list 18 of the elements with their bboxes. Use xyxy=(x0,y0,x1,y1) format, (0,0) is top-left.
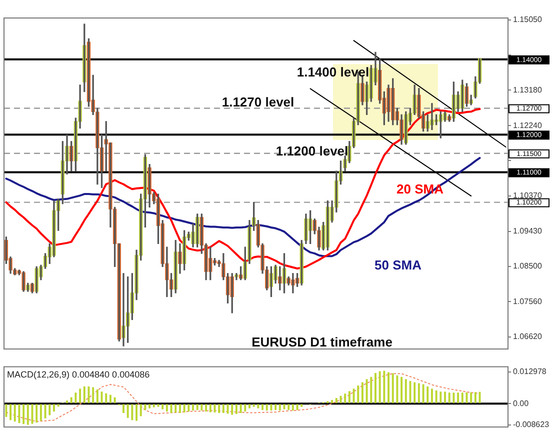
series-label: 50 SMA xyxy=(374,258,422,273)
line-series xyxy=(6,373,480,422)
y-tick-label: 1.13180 xyxy=(513,85,542,94)
y-tick-label: 1.10370 xyxy=(513,191,542,200)
y-tick-label: 1.12240 xyxy=(513,120,542,130)
y-tick-label: 1.07560 xyxy=(513,296,542,306)
y-tick-label: 0.00 xyxy=(513,398,530,408)
y-tick-label: -0.008623 xyxy=(513,420,550,430)
annotation: 1.1270 level xyxy=(222,94,294,110)
annotation: 1.1200 level xyxy=(276,144,348,159)
annotation: EURUSD D1 timeframe xyxy=(252,334,392,350)
y-tick-label: 1.08500 xyxy=(513,261,542,270)
y-tick-label: 1.15050 xyxy=(513,15,542,24)
y-tick-label: 1.06620 xyxy=(513,332,542,342)
annotation: 1.1400 level xyxy=(296,64,370,80)
y-tick-label: 1.09430 xyxy=(513,226,542,236)
chart-title: MACD(12,26,9) 0.004840 0.004086 xyxy=(7,369,150,380)
y-tick-label: 0.012978 xyxy=(513,366,547,376)
